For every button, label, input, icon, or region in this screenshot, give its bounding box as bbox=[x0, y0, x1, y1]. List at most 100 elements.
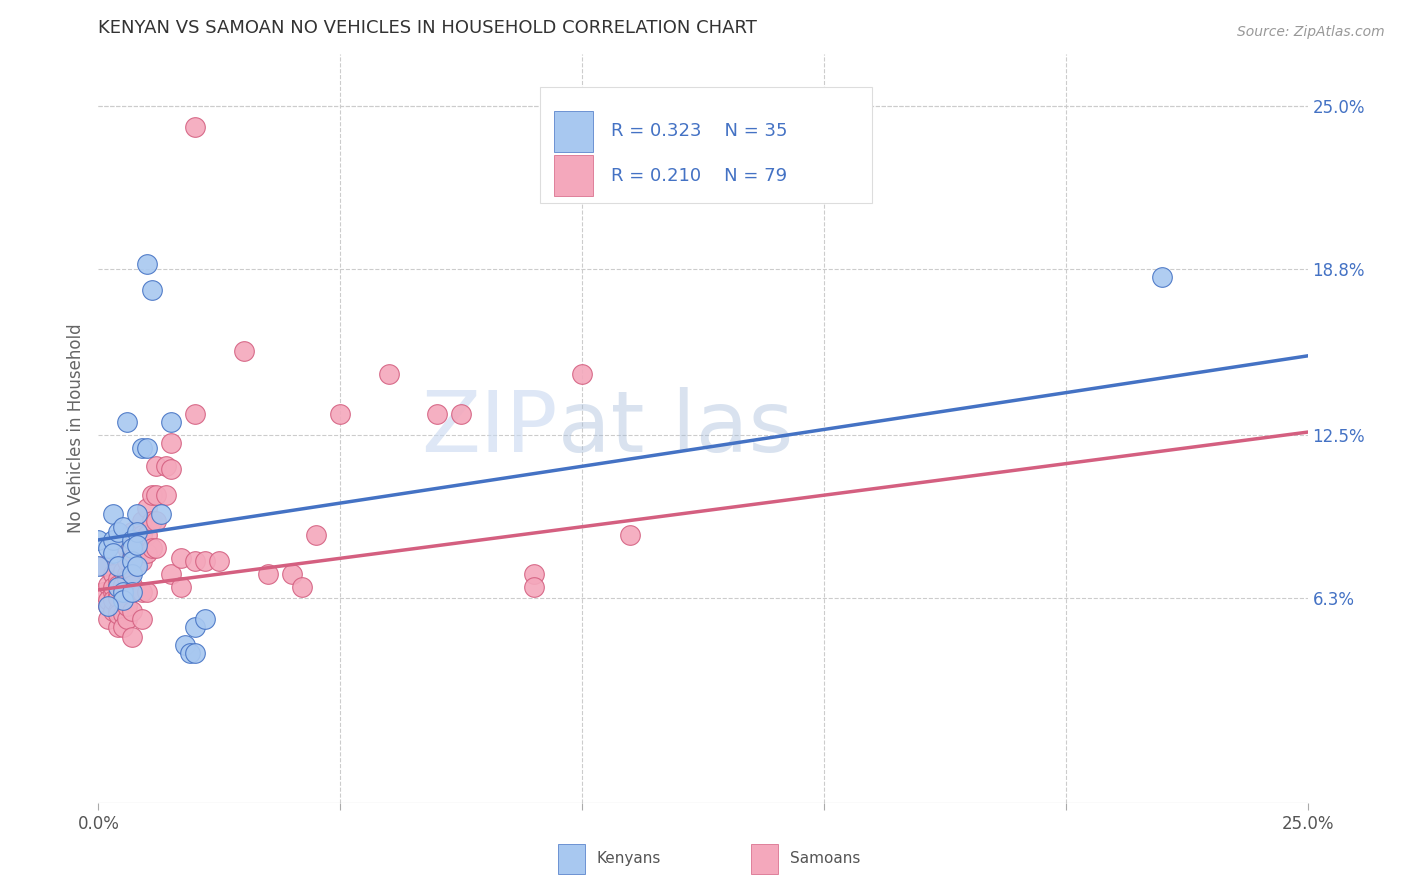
Point bbox=[184, 407, 207, 421]
Point bbox=[256, 567, 278, 582]
Point bbox=[117, 572, 139, 586]
Point bbox=[107, 577, 129, 591]
Point bbox=[117, 541, 139, 555]
Point bbox=[141, 488, 163, 502]
Point bbox=[111, 577, 134, 591]
Point bbox=[111, 607, 134, 621]
Point bbox=[127, 559, 149, 574]
Point bbox=[87, 559, 110, 574]
Point bbox=[97, 577, 120, 591]
Text: R = 0.323    N = 35: R = 0.323 N = 35 bbox=[612, 122, 787, 140]
Point bbox=[160, 462, 183, 476]
Point bbox=[184, 120, 207, 135]
Y-axis label: No Vehicles in Household: No Vehicles in Household bbox=[66, 323, 84, 533]
Point bbox=[101, 580, 124, 594]
Point bbox=[523, 567, 546, 582]
Point bbox=[194, 554, 217, 568]
Point bbox=[87, 533, 110, 547]
Text: Source: ZipAtlas.com: Source: ZipAtlas.com bbox=[1237, 25, 1385, 39]
Point bbox=[450, 407, 472, 421]
Point bbox=[111, 593, 134, 607]
Point bbox=[145, 515, 167, 529]
Point bbox=[150, 507, 173, 521]
Point bbox=[121, 524, 143, 539]
Point bbox=[523, 580, 546, 594]
Point bbox=[127, 507, 149, 521]
Point bbox=[127, 538, 149, 552]
Point bbox=[117, 585, 139, 599]
Point bbox=[111, 565, 134, 579]
Point bbox=[1152, 270, 1174, 285]
Point bbox=[290, 580, 312, 594]
Point bbox=[329, 407, 352, 421]
Point bbox=[155, 488, 177, 502]
Point bbox=[121, 585, 143, 599]
Point bbox=[111, 593, 134, 607]
Point bbox=[141, 515, 163, 529]
Point bbox=[169, 551, 191, 566]
Point bbox=[117, 567, 139, 582]
Point bbox=[131, 585, 153, 599]
Point bbox=[184, 554, 207, 568]
Point bbox=[131, 527, 153, 541]
Bar bbox=[554, 111, 593, 152]
Point bbox=[101, 593, 124, 607]
Point bbox=[101, 567, 124, 582]
Point bbox=[111, 620, 134, 634]
Point bbox=[97, 593, 120, 607]
Point bbox=[97, 599, 120, 613]
Point bbox=[377, 368, 399, 382]
Point bbox=[121, 541, 143, 555]
Point bbox=[426, 407, 449, 421]
Text: ZIP: ZIP bbox=[422, 386, 558, 470]
Point bbox=[145, 541, 167, 555]
Point bbox=[131, 554, 153, 568]
Point bbox=[101, 546, 124, 560]
Point bbox=[135, 585, 157, 599]
Point bbox=[184, 646, 207, 660]
Point bbox=[97, 612, 120, 626]
Point bbox=[619, 527, 641, 541]
Point bbox=[131, 515, 153, 529]
Point bbox=[121, 533, 143, 547]
Bar bbox=[554, 155, 593, 196]
FancyBboxPatch shape bbox=[540, 87, 872, 203]
Point bbox=[131, 441, 153, 455]
Point bbox=[117, 554, 139, 568]
Point bbox=[107, 524, 129, 539]
Text: Samoans: Samoans bbox=[790, 852, 860, 866]
Point bbox=[145, 459, 167, 474]
Point bbox=[121, 554, 143, 568]
Point bbox=[111, 520, 134, 534]
Point bbox=[101, 585, 124, 599]
Point bbox=[101, 604, 124, 618]
Point bbox=[131, 612, 153, 626]
Point bbox=[107, 580, 129, 594]
Point bbox=[121, 565, 143, 579]
Text: Kenyans: Kenyans bbox=[596, 852, 661, 866]
Point bbox=[107, 559, 129, 574]
Point bbox=[91, 559, 114, 574]
Point bbox=[135, 441, 157, 455]
Point bbox=[135, 527, 157, 541]
Point bbox=[135, 546, 157, 560]
Point bbox=[107, 588, 129, 602]
Point bbox=[160, 435, 183, 450]
Bar bbox=[558, 844, 585, 874]
Point bbox=[135, 501, 157, 516]
Point bbox=[174, 638, 197, 652]
Point bbox=[117, 612, 139, 626]
Point bbox=[121, 551, 143, 566]
Point bbox=[169, 580, 191, 594]
Point bbox=[97, 599, 120, 613]
Point bbox=[97, 541, 120, 555]
Text: KENYAN VS SAMOAN NO VEHICLES IN HOUSEHOLD CORRELATION CHART: KENYAN VS SAMOAN NO VEHICLES IN HOUSEHOL… bbox=[98, 19, 758, 37]
Point bbox=[101, 533, 124, 547]
Point bbox=[107, 604, 129, 618]
Point bbox=[111, 585, 134, 599]
Text: at las: at las bbox=[558, 386, 793, 470]
Point bbox=[208, 554, 231, 568]
Point bbox=[305, 527, 328, 541]
Point bbox=[281, 567, 304, 582]
Point bbox=[107, 620, 129, 634]
